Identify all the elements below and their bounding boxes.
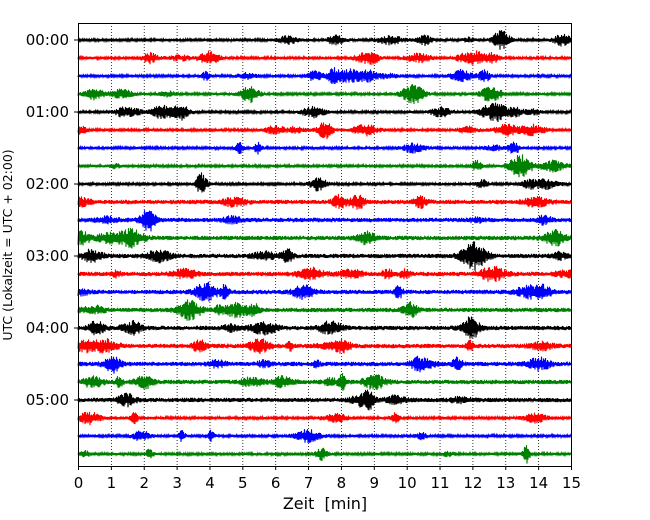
x-tick-label-6: 6 [271, 474, 281, 492]
x-tick-label-0: 0 [74, 474, 84, 492]
trace-0145 [77, 154, 572, 178]
trace-0300 [77, 241, 572, 271]
x-axis-ticks: 0 1 2 3 4 5 6 7 8 9 10 11 12 13 14 15 [74, 466, 581, 492]
trace-0430 [77, 355, 572, 374]
trace-0245 [77, 227, 572, 249]
trace-0115 [77, 122, 572, 140]
y-axis-label: UTC (Lokalzeit = UTC + 02:00) [0, 149, 15, 340]
x-tick-label-12: 12 [463, 474, 482, 492]
trace-0030 [77, 67, 572, 85]
y-tick-label-0400: 04:00 [26, 319, 69, 337]
x-tick-label-5: 5 [238, 474, 248, 492]
x-tick-label-11: 11 [430, 474, 449, 492]
trace-0045 [77, 84, 572, 105]
x-tick-label-4: 4 [205, 474, 215, 492]
x-tick-label-1: 1 [107, 474, 117, 492]
trace-0000 [77, 30, 572, 50]
x-tick-label-14: 14 [529, 474, 548, 492]
trace-0345 [77, 299, 572, 321]
trace-0500 [77, 389, 572, 411]
plot-frame [78, 23, 572, 467]
trace-0415 [77, 338, 572, 355]
trace-0330 [77, 281, 572, 302]
trace-0015 [77, 50, 572, 66]
seismogram-traces [77, 30, 572, 464]
trace-0200 [77, 172, 572, 193]
trace-0445 [77, 373, 572, 391]
trace-0515 [77, 411, 572, 426]
y-tick-label-0300: 03:00 [26, 247, 69, 265]
x-tick-label-15: 15 [562, 474, 581, 492]
y-tick-label-0500: 05:00 [26, 391, 69, 409]
vertical-gridlines [110, 23, 540, 466]
y-tick-label-0000: 00:00 [26, 31, 69, 49]
trace-0315 [77, 265, 572, 282]
x-tick-label-8: 8 [337, 474, 347, 492]
x-tick-label-7: 7 [304, 474, 314, 492]
x-axis-label: Zeit [min] [283, 494, 367, 513]
y-tick-label-0100: 01:00 [26, 103, 69, 121]
x-tick-label-9: 9 [370, 474, 380, 492]
trace-0545 [77, 445, 572, 464]
trace-0130 [77, 141, 572, 155]
x-tick-label-3: 3 [172, 474, 182, 492]
trace-0215 [77, 193, 572, 210]
trace-0230 [77, 210, 572, 232]
trace-0100 [77, 102, 572, 122]
y-tick-label-0200: 02:00 [26, 175, 69, 193]
trace-0400 [77, 316, 572, 339]
trace-0530 [77, 429, 572, 443]
x-tick-label-10: 10 [398, 474, 417, 492]
x-tick-label-13: 13 [496, 474, 515, 492]
y-axis-ticks: 00:00 01:00 02:00 03:00 04:00 05:00 [26, 31, 78, 409]
x-tick-label-2: 2 [139, 474, 149, 492]
